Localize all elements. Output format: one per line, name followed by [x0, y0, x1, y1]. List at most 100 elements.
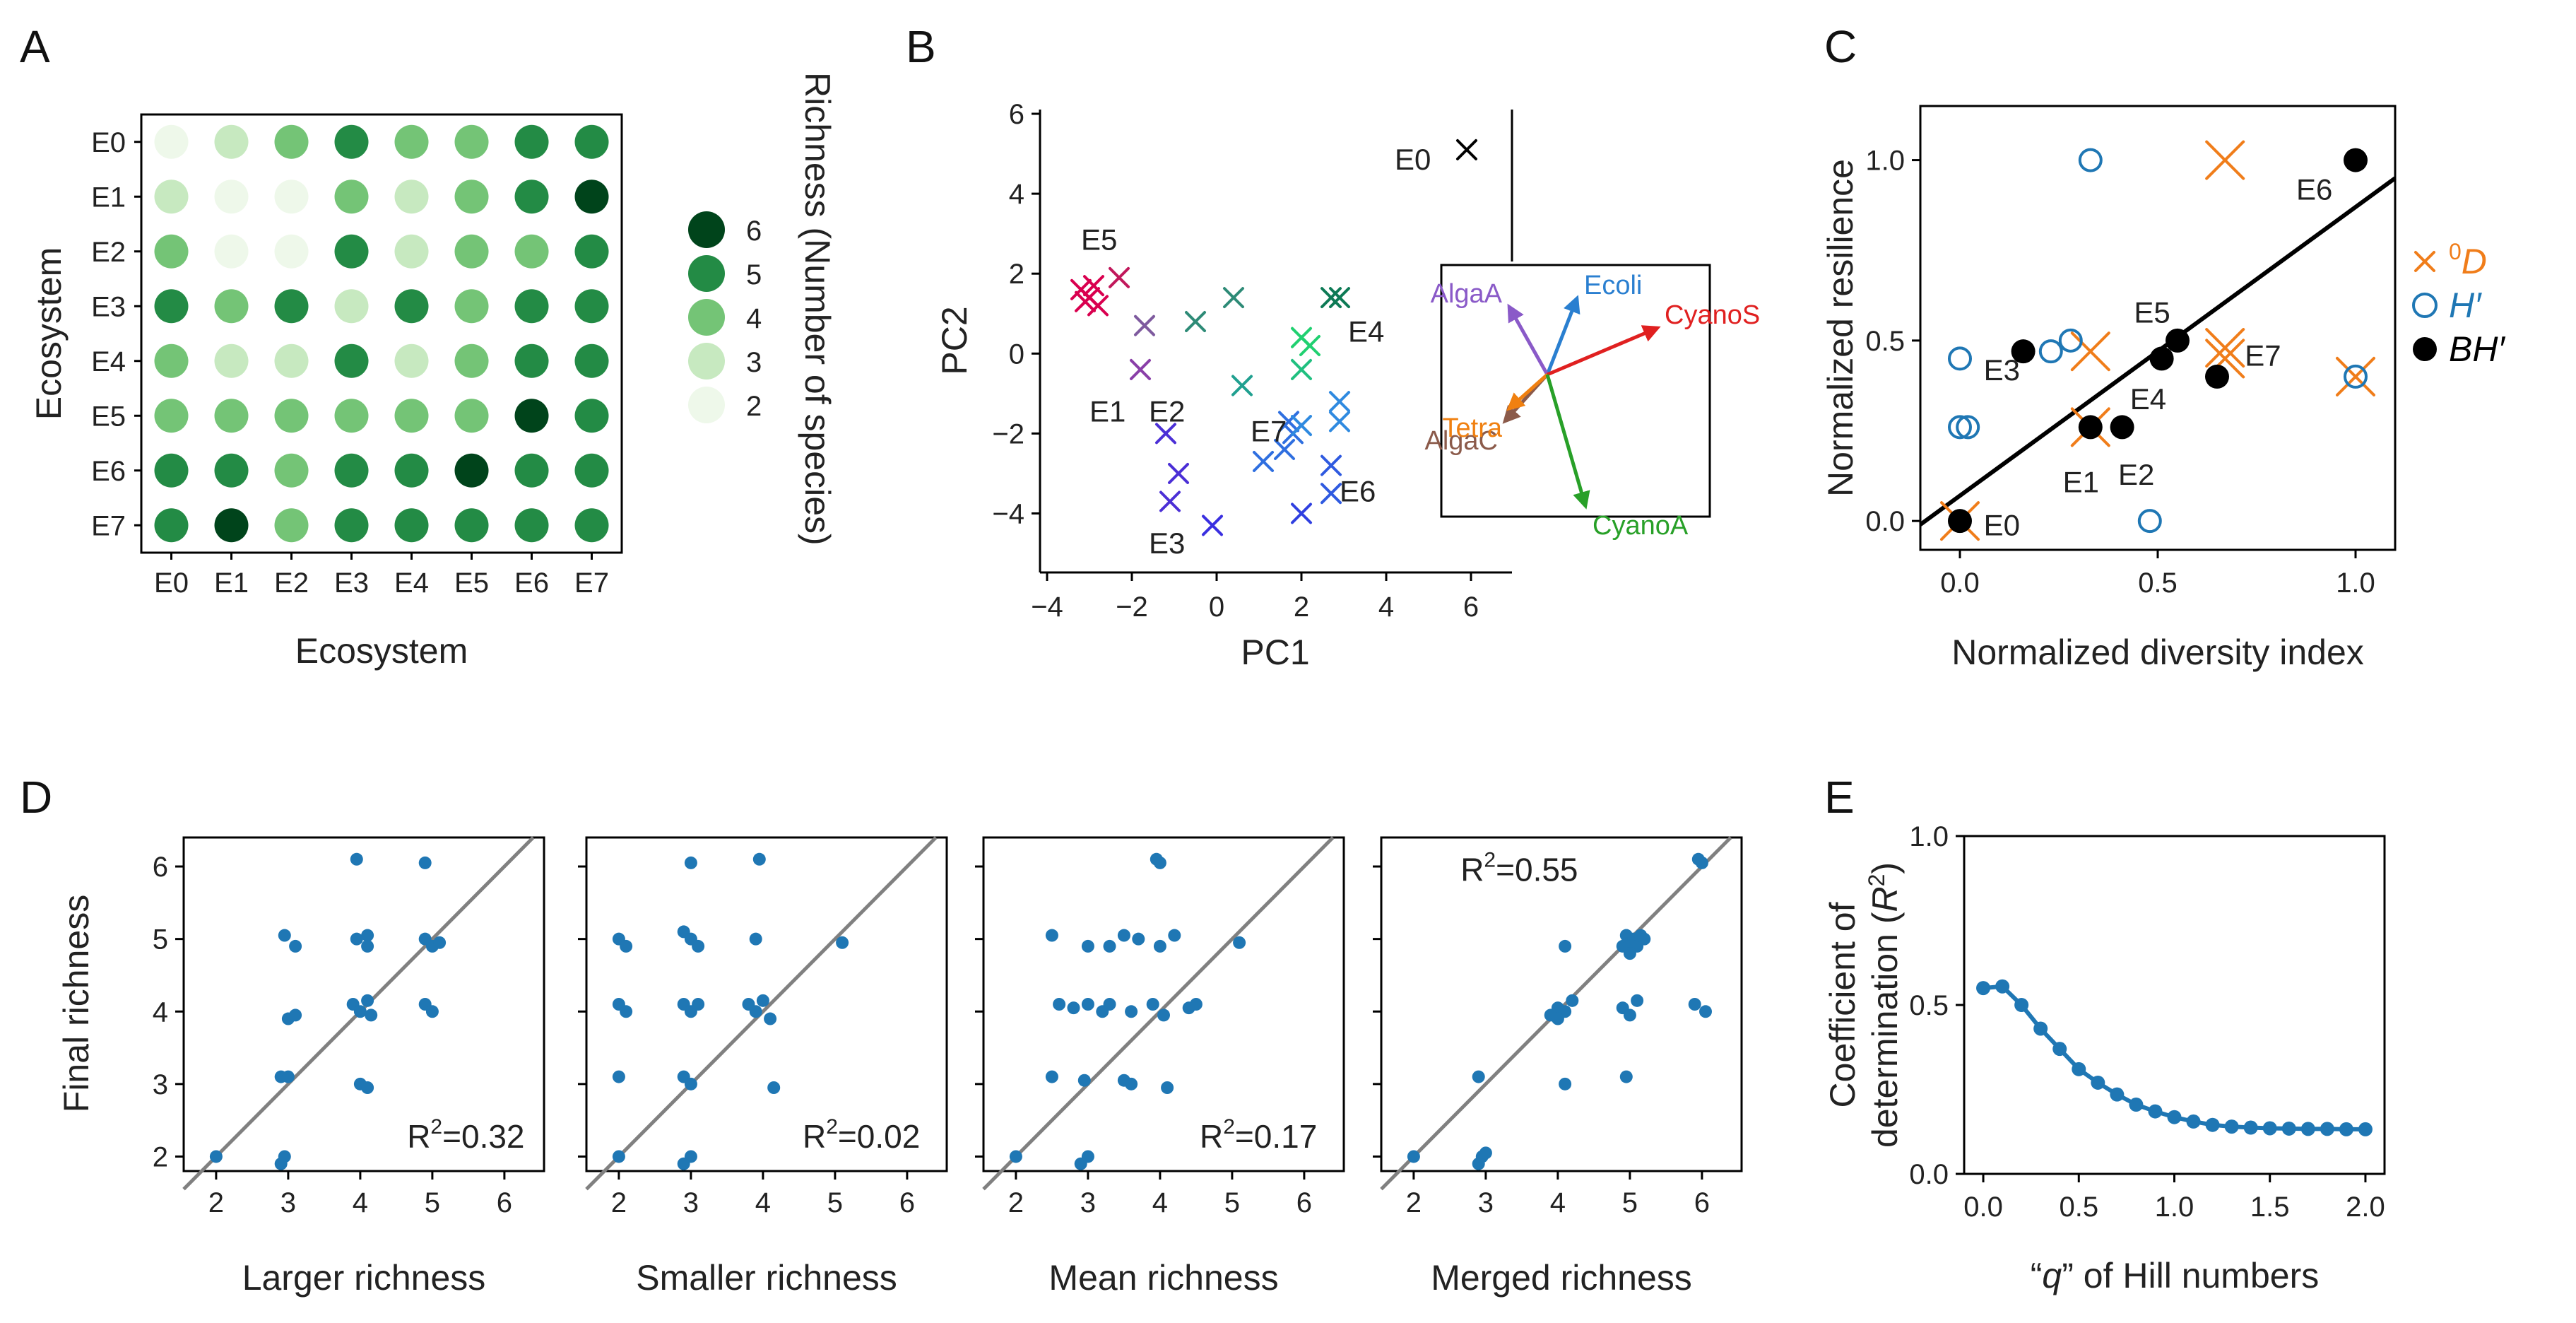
- panel-b-loading-arrow: [1547, 325, 1661, 377]
- panel-e-point: [2281, 1121, 2296, 1136]
- panel-a-cell: [514, 343, 549, 378]
- panel-d2-xlabel: Smaller richness: [636, 1258, 897, 1298]
- panel-a-col-label: E6: [514, 568, 549, 599]
- panel-d2-point: [767, 1081, 781, 1094]
- panel-e-xtick-label: 0.0: [1963, 1192, 2003, 1223]
- panel-a-cell: [574, 289, 609, 324]
- panel-b-loading-label: CyanoS: [1665, 300, 1760, 330]
- panel-d4-xlabel: Merged richness: [1431, 1258, 1692, 1298]
- panel-d2-xtick-label: 3: [683, 1187, 699, 1218]
- panel-d2-point: [620, 1005, 633, 1018]
- panel-d2-point: [764, 1012, 777, 1025]
- panel-b-points: [1070, 139, 1477, 536]
- panel-d3-point: [1045, 929, 1058, 942]
- panel-e-point: [2186, 1114, 2201, 1129]
- panel-e-hill: 0.0 0.5 1.0 1.5 2.0 0.0 0.5 1.0 “q” of Hill num…: [1823, 821, 2386, 1295]
- panel-c-point-bh: [2166, 328, 2190, 353]
- panel-d3-xtick-label: 6: [1296, 1187, 1312, 1218]
- panel-d3-point: [1081, 939, 1094, 953]
- panel-b-loading-label: Tetra: [1443, 413, 1503, 443]
- panel-c-point-0d-stroke-b: [2205, 328, 2245, 368]
- panel-a-cell: [454, 453, 489, 488]
- panel-a-cell: [334, 343, 369, 378]
- panel-a-col-labels: E0 E1 E2 E3 E4 E5 E6 E7: [154, 553, 609, 599]
- panel-d4-point: [1407, 1150, 1420, 1163]
- panel-b-point-stroke-b: [1202, 514, 1223, 536]
- panel-e-point: [2052, 1042, 2067, 1057]
- panel-d1-point: [278, 1150, 291, 1163]
- panel-c-point-h: [2344, 364, 2368, 389]
- panel-b-point: [1159, 490, 1181, 512]
- panel-b-point-label: E7: [1251, 415, 1287, 448]
- panel-c-point-h: [2137, 509, 2162, 534]
- panel-d3-r2-eq: =: [1235, 1118, 1254, 1155]
- panel-a-legend-value: 4: [746, 303, 762, 334]
- panel-a-col-label: E7: [574, 568, 609, 599]
- panel-b-ytick-label: 6: [1009, 99, 1024, 130]
- panel-d1-point: [281, 1070, 295, 1083]
- panel-a-ylabel: Ecosystem: [29, 247, 69, 421]
- panel-a-cell: [274, 343, 309, 378]
- panel-d4-r2-value: 0.55: [1515, 851, 1578, 888]
- panel-d3-point: [1125, 1005, 1138, 1018]
- panel-d4-point: [1566, 994, 1579, 1007]
- panel-b-point: [1185, 311, 1206, 333]
- panel-a-cell: [454, 180, 489, 214]
- panel-b-xtick-label: −2: [1116, 592, 1148, 623]
- panel-d4-r2: R2=0.55: [1460, 848, 1578, 888]
- panel-b-point: [1456, 139, 1477, 160]
- panel-b-point-label: E5: [1081, 223, 1117, 256]
- panel-d3-r2-value: 0.17: [1254, 1118, 1318, 1155]
- panel-c-legend-main: BH′: [2449, 329, 2505, 369]
- panel-d4-point: [1699, 1005, 1712, 1018]
- panel-a-col-label: E2: [274, 568, 309, 599]
- panel-d2-point: [612, 1150, 625, 1163]
- panel-c-point-label: E2: [2118, 458, 2154, 491]
- panel-d3-point: [1161, 1081, 1174, 1094]
- panel-a-cell: [574, 399, 609, 433]
- panel-d3-xlabel: Mean richness: [1048, 1258, 1278, 1298]
- panel-a-legend-swatch: [688, 387, 725, 423]
- panel-b-ytick-label: −2: [992, 418, 1024, 449]
- panel-a-cell: [274, 180, 309, 214]
- panel-c-point-bh: [2344, 148, 2368, 172]
- panel-d4-point: [1559, 939, 1572, 953]
- panel-e-xtick-label: 1.0: [2155, 1192, 2194, 1223]
- panel-d3-frame: [982, 836, 1345, 1172]
- panel-d3-point: [1067, 1001, 1080, 1015]
- panel-e-ylabel-line1: Coefficient of: [1823, 902, 1862, 1107]
- panel-e-content: 0.0 0.5 1.0 1.5 2.0 0.0 0.5 1.0: [1909, 821, 2385, 1223]
- panel-b-point: [1134, 314, 1155, 336]
- panel-b-point-stroke-b: [1329, 411, 1350, 433]
- panel-c-point-bh: [1948, 509, 1972, 534]
- panel-d1-xtick-label: 5: [425, 1187, 440, 1218]
- panel-d2-point: [692, 998, 705, 1011]
- panel-c-point-0d: [2205, 140, 2245, 180]
- panel-c-points: [1940, 140, 2375, 541]
- panel-b-point: [1130, 358, 1151, 380]
- panel-a-cell: [214, 234, 249, 269]
- panel-d3-xtick-label: 5: [1224, 1187, 1240, 1218]
- panel-d1-ytick-label: 3: [153, 1069, 168, 1100]
- panel-e-xlabel-open: “: [2031, 1256, 2043, 1295]
- panel-d4-frame: [1380, 836, 1743, 1172]
- panel-b-point-stroke-b: [1075, 290, 1096, 312]
- panel-a-heatmap: E0 E1 E2 E3 E4 E5 E6 E7 E0 E1 E2 E3 E4 E5 E6 E7 Ecosys…: [29, 72, 837, 671]
- panel-d4-point: [1479, 1146, 1492, 1160]
- panel-c-point-0d-stroke-b: [2070, 331, 2110, 372]
- panel-e-point: [1995, 979, 2010, 994]
- panel-c-point-bh: [2149, 346, 2174, 371]
- panel-b-point-stroke-b: [1130, 358, 1151, 380]
- panel-d1-ytick-label: 5: [153, 924, 168, 956]
- panel-a-legend-value: 2: [746, 391, 762, 422]
- panel-e-point: [2205, 1117, 2220, 1132]
- panel-d4-point: [1623, 1009, 1636, 1022]
- panel-b-point-stroke-b: [1321, 483, 1342, 505]
- panel-e-point: [2243, 1120, 2258, 1135]
- panel-a-cell: [334, 399, 369, 433]
- panel-a-row-label: E2: [91, 237, 126, 268]
- panel-e-point: [2262, 1121, 2277, 1136]
- panel-c-legend-main: D: [2462, 242, 2487, 281]
